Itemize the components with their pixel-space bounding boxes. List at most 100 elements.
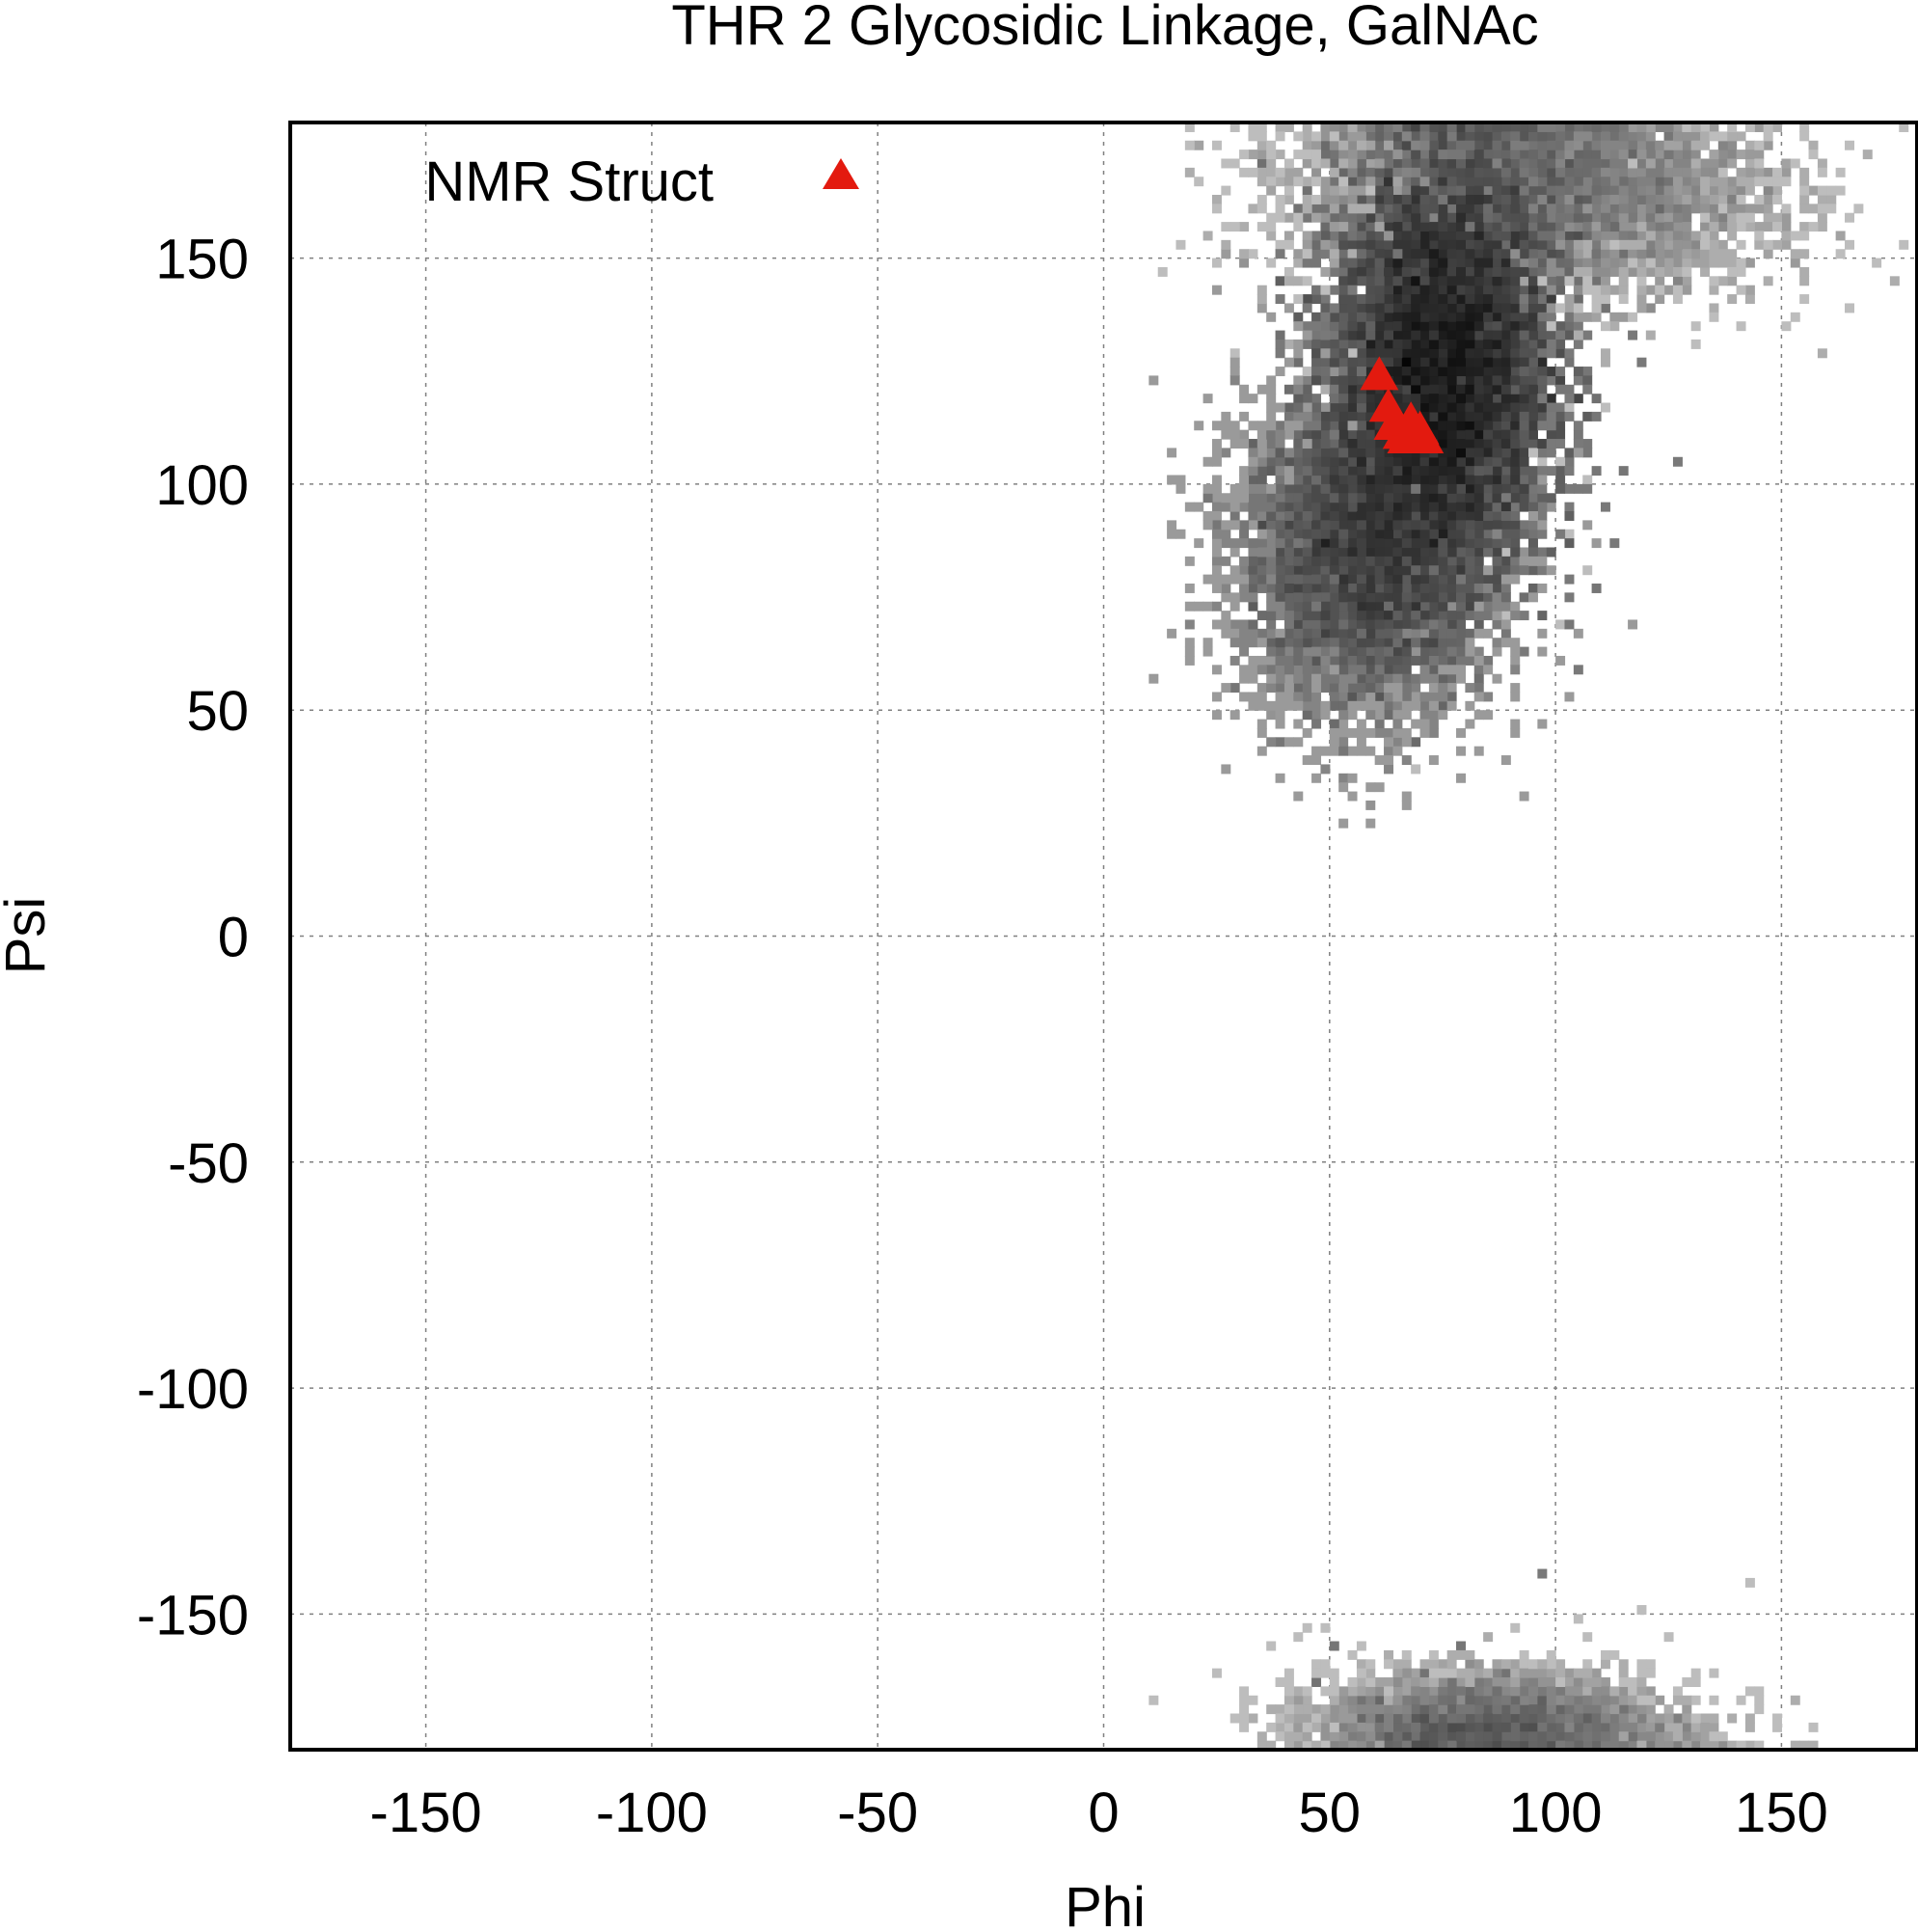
density-cell (1384, 755, 1394, 766)
density-cell (1690, 339, 1701, 349)
density-cell (1717, 204, 1728, 214)
density-cell (1591, 258, 1602, 268)
density-cell (1655, 276, 1665, 286)
density-cell (1473, 574, 1484, 585)
density-cell (1411, 122, 1421, 132)
density-cell (1293, 655, 1304, 666)
density-cell (1564, 194, 1575, 204)
density-cell (1211, 574, 1222, 585)
density-cell (1356, 574, 1366, 585)
density-cell (1636, 222, 1647, 232)
density-cell (1744, 185, 1755, 196)
density-cell (1256, 466, 1267, 476)
density-cell (1555, 439, 1566, 449)
density-cell (1564, 266, 1575, 277)
density-cell (1311, 529, 1322, 539)
density-cell (1401, 574, 1412, 585)
density-cell (1492, 357, 1502, 367)
density-cell (1456, 357, 1466, 367)
density-cell (1527, 312, 1538, 322)
density-cell (1564, 330, 1575, 340)
density-cell (1293, 212, 1304, 223)
density-cell (1428, 692, 1439, 702)
density-cell (1365, 727, 1376, 738)
density-cell (1465, 683, 1475, 694)
density-cell (1438, 456, 1448, 467)
density-cell (1428, 592, 1439, 603)
density-cell (1465, 511, 1475, 521)
density-cell (1256, 665, 1267, 675)
density-cell (1266, 538, 1277, 549)
density-cell (1311, 556, 1322, 566)
density-cell (1889, 276, 1900, 286)
density-cell (1365, 1668, 1376, 1678)
density-cell (1527, 1677, 1538, 1687)
density-cell (1283, 239, 1294, 250)
density-cell (1600, 276, 1610, 286)
density-cell (1338, 339, 1349, 349)
density-cell (1256, 384, 1267, 395)
density-cell (1591, 394, 1602, 404)
density-cell (1465, 456, 1475, 467)
density-cell (1401, 538, 1412, 549)
density-cell (1392, 1668, 1403, 1678)
density-cell (1473, 177, 1484, 187)
density-cell (1384, 611, 1394, 621)
density-cell (1438, 592, 1448, 603)
density-cell (1311, 231, 1322, 241)
density-cell (1500, 222, 1511, 232)
density-cell (1374, 1704, 1385, 1715)
density-cell (1519, 122, 1529, 132)
density-cell (1438, 375, 1448, 386)
density-cell (1628, 1713, 1638, 1724)
density-cell (1419, 727, 1430, 738)
density-cell (1275, 167, 1285, 177)
density-cell (1473, 556, 1484, 566)
density-cell (1456, 375, 1466, 386)
density-cell (1320, 483, 1331, 494)
density-cell (1365, 258, 1376, 268)
density-cell (1591, 249, 1602, 259)
density-cell (1401, 673, 1412, 684)
density-cell (1473, 429, 1484, 440)
density-cell (1302, 1695, 1312, 1705)
density-cell (1329, 1722, 1339, 1732)
density-cell (1329, 266, 1339, 277)
density-cell (1419, 1740, 1430, 1751)
density-cell (1527, 511, 1538, 521)
density-cell (1256, 167, 1267, 177)
density-cell (1365, 204, 1376, 214)
density-cell (1573, 158, 1583, 169)
density-cell (1275, 710, 1285, 721)
density-cell (1582, 140, 1593, 150)
density-cell (1302, 1722, 1312, 1732)
density-cell (1519, 167, 1529, 177)
density-cell (1401, 194, 1412, 204)
density-cell (1473, 276, 1484, 286)
density-cell (1283, 1740, 1294, 1751)
density-cell (1483, 249, 1494, 259)
density-cell (1428, 493, 1439, 503)
density-cell (1329, 185, 1339, 196)
density-cell (1727, 150, 1738, 160)
density-cell (1609, 1695, 1620, 1705)
density-cell (1537, 294, 1548, 305)
density-cell (1473, 312, 1484, 322)
density-cell (1527, 483, 1538, 494)
density-cell (1293, 665, 1304, 675)
density-cell (1302, 700, 1312, 711)
density-cell (1266, 646, 1277, 657)
density-cell (1320, 646, 1331, 657)
density-cell (1537, 285, 1548, 295)
density-cell (1564, 122, 1575, 132)
density-cell (1473, 655, 1484, 666)
density-cell (1546, 312, 1556, 322)
density-cell (1365, 367, 1376, 377)
density-cell (1582, 185, 1593, 196)
density-cell (1365, 683, 1376, 694)
density-cell (1428, 520, 1439, 531)
density-cell (1320, 357, 1331, 367)
density-cell (1194, 601, 1204, 612)
density-cell (1374, 493, 1385, 503)
